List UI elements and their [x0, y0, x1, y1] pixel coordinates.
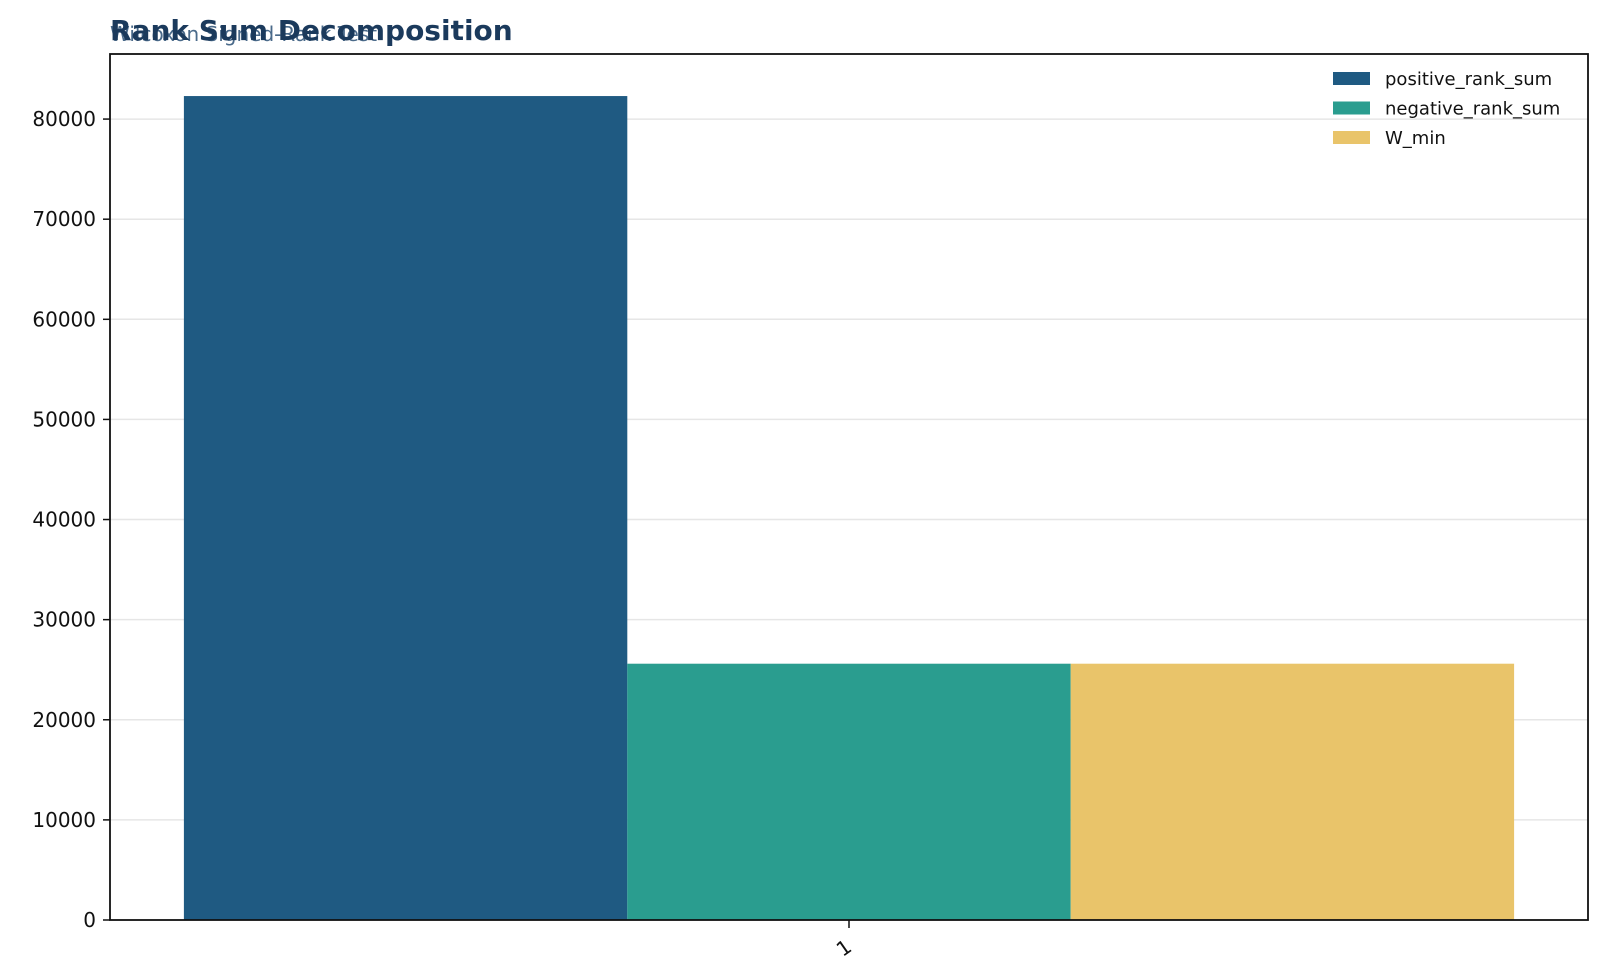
y-axis: 0 10000 20000 30000 40000 50000 60000 70000 8000…: [32, 107, 110, 932]
legend: positive_rank_sum negative_rank_sum W_min: [1333, 69, 1560, 149]
y-tick-label: 50000: [32, 407, 96, 431]
y-tick-label: 70000: [32, 207, 96, 231]
x-axis: 1: [832, 920, 856, 961]
y-tick-label: 80000: [32, 107, 96, 131]
chart-title: Rank Sum Decomposition: [110, 14, 513, 47]
y-tick-label: 20000: [32, 708, 96, 732]
bars: [183, 96, 1515, 920]
legend-label: positive_rank_sum: [1385, 69, 1552, 90]
y-tick-label: 10000: [32, 808, 96, 832]
x-tick-label: 1: [832, 934, 856, 961]
legend-label: negative_rank_sum: [1385, 99, 1560, 120]
legend-swatch: [1333, 131, 1370, 144]
y-tick-label: 30000: [32, 608, 96, 632]
legend-label: W_min: [1385, 128, 1446, 149]
y-tick-label: 60000: [32, 307, 96, 331]
chart-subtitle: Wilcoxon Signed-Rank Test: [110, 22, 377, 46]
bar-W-min: [1070, 663, 1515, 920]
legend-swatch: [1333, 72, 1370, 85]
bar-negative-rank-sum: [627, 663, 1071, 920]
y-tick-label: 40000: [32, 508, 96, 532]
y-tick-label: 0: [83, 908, 96, 932]
bar-positive-rank-sum: [183, 96, 628, 920]
legend-swatch: [1333, 101, 1370, 115]
